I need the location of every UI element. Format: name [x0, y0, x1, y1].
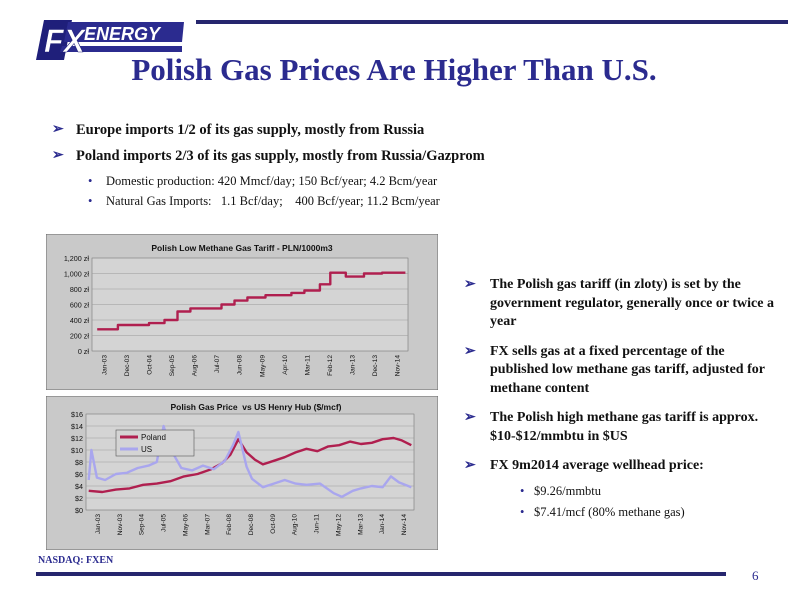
arrow-bullet-icon: ➢	[52, 122, 64, 137]
right-sub-bullet: • $9.26/mmbtu	[464, 482, 774, 503]
y-tick-label: 800 zł	[70, 285, 90, 294]
right-sub-bullet: • $7.41/mcf (80% methane gas)	[464, 503, 774, 524]
sub-bullet-text: Domestic production: 420 Mmcf/day; 150 B…	[106, 174, 438, 188]
x-tick-label: Aug-10	[292, 514, 299, 536]
x-tick-label: Mar-13	[357, 514, 364, 535]
x-tick-label: Oct-04	[146, 355, 153, 375]
sub-bullet: • Domestic production: 420 Mmcf/day; 150 …	[52, 172, 772, 192]
top-bullet-list: ➢ Europe imports 1/2 of its gas supply, m…	[52, 120, 772, 212]
legend-poland-label: Poland	[141, 433, 166, 442]
tariff-chart: Polish Low Methane Gas Tariff - PLN/1000…	[46, 234, 438, 390]
right-bullet: ➢ FX 9m2014 average wellhead price:	[464, 457, 774, 476]
x-tick-label: Mar-11	[304, 355, 311, 376]
right-bullet-text: FX 9m2014 average wellhead price:	[490, 458, 704, 473]
y-tick-label: $4	[75, 482, 83, 491]
y-tick-label: $16	[71, 410, 83, 419]
arrow-bullet-icon: ➢	[464, 458, 476, 473]
x-tick-label: Feb-08	[226, 514, 233, 535]
x-tick-label: Nov-03	[117, 514, 124, 536]
page-number: 6	[752, 568, 759, 583]
y-tick-label: $8	[75, 458, 83, 467]
x-tick-label: Jan-03	[101, 355, 108, 375]
x-tick-label: May-06	[182, 514, 189, 536]
page-title: Polish Gas Prices Are Higher Than U.S.	[131, 52, 657, 87]
x-tick-label: Jul-05	[161, 514, 168, 532]
top-bullet: ➢ Poland imports 2/3 of its gas supply, m…	[52, 146, 772, 172]
x-tick-label: Jul-07	[214, 355, 221, 373]
tariff-chart-title: Polish Low Methane Gas Tariff - PLN/1000…	[151, 243, 332, 253]
logo-word: ENERGY	[84, 24, 162, 44]
right-bullet: ➢ The Polish gas tariff (in zloty) is set…	[464, 276, 774, 332]
right-bullet: ➢ FX sells gas at a fixed percentage of t…	[464, 343, 774, 399]
y-tick-label: 400 zł	[70, 316, 90, 325]
y-tick-label: 200 zł	[70, 332, 90, 341]
top-bullet-text: Poland imports 2/3 of its gas supply, mo…	[76, 148, 485, 164]
x-tick-label: Nov-14	[401, 514, 408, 536]
x-tick-label: Aug-06	[192, 355, 199, 377]
price-comparison-chart: Polish Gas Price vs US Henry Hub ($/mcf)…	[46, 396, 438, 550]
series-line-tariff	[97, 271, 406, 331]
y-tick-label: $0	[75, 506, 83, 515]
y-tick-label: 1,000 zł	[64, 270, 90, 279]
arrow-bullet-icon: ➢	[52, 148, 64, 163]
x-tick-label: Nov-14	[395, 355, 402, 377]
y-tick-label: $14	[71, 422, 83, 431]
right-bullet: ➢ The Polish high methane gas tariff is a…	[464, 409, 774, 446]
series-line-poland	[88, 436, 412, 494]
x-tick-label: Jun-08	[237, 355, 244, 375]
legend-us-label: US	[141, 445, 152, 454]
x-tick-label: Oct-09	[270, 514, 277, 534]
right-bullet-text: The Polish high methane gas tariff is ap…	[490, 410, 759, 444]
right-bullet-text: FX sells gas at a fixed percentage of th…	[490, 343, 765, 396]
logo-mark: FX	[44, 23, 87, 59]
x-tick-label: Feb-12	[327, 355, 334, 376]
series-line-us	[87, 424, 412, 499]
arrow-bullet-icon: ➢	[464, 277, 476, 292]
y-tick-label: 1,200 zł	[64, 254, 90, 263]
x-tick-label: May-12	[335, 514, 342, 536]
y-tick-label: 0 zł	[78, 347, 90, 356]
y-tick-label: $10	[71, 446, 83, 455]
y-tick-label: $12	[71, 434, 83, 443]
x-tick-label: Jan-14	[379, 514, 386, 534]
top-rule	[196, 20, 788, 24]
x-tick-label: Apr-10	[282, 355, 289, 375]
dot-bullet-icon: •	[88, 174, 93, 188]
y-tick-label: $6	[75, 470, 83, 479]
comparison-chart-title: Polish Gas Price vs US Henry Hub ($/mcf)	[170, 402, 341, 412]
x-tick-label: May-09	[259, 355, 266, 377]
right-bullet-text: The Polish gas tariff (in zloty) is set …	[490, 277, 774, 329]
top-bullet: ➢ Europe imports 1/2 of its gas supply, m…	[52, 120, 772, 146]
fx-energy-logo: FX ENERGY	[36, 20, 184, 60]
arrow-bullet-icon: ➢	[464, 410, 476, 425]
comparison-legend: Poland US	[115, 429, 195, 457]
x-tick-label: Jan-03	[95, 514, 102, 534]
sub-bullet-text: Natural Gas Imports: 1.1 Bcf/day; 400 Bc…	[106, 194, 440, 208]
dot-bullet-icon: •	[520, 504, 525, 519]
sub-bullet: • Natural Gas Imports: 1.1 Bcf/day; 400 B…	[52, 192, 772, 212]
footer-ticker: NASDAQ: FXEN	[38, 555, 114, 566]
dot-bullet-icon: •	[88, 194, 93, 208]
x-tick-label: Jan-13	[350, 355, 357, 375]
right-sub-bullet-text: $7.41/mcf (80% methane gas)	[534, 504, 685, 519]
right-sub-bullet-text: $9.26/mmbtu	[534, 483, 602, 498]
x-tick-label: Mar-07	[204, 514, 211, 535]
x-tick-label: Jun-11	[314, 514, 321, 534]
x-tick-label: Dec-08	[248, 514, 255, 536]
x-tick-label: Dec-03	[124, 355, 131, 377]
dot-bullet-icon: •	[520, 483, 525, 498]
y-tick-label: 600 zł	[70, 301, 90, 310]
x-tick-label: Dec-13	[372, 355, 379, 377]
y-tick-label: $2	[75, 494, 83, 503]
x-tick-label: Sep-05	[169, 355, 176, 377]
arrow-bullet-icon: ➢	[464, 343, 476, 359]
right-bullet-list: ➢ The Polish gas tariff (in zloty) is set…	[464, 276, 774, 524]
x-tick-label: Sep-04	[139, 514, 146, 536]
bottom-rule	[36, 572, 726, 576]
top-bullet-text: Europe imports 1/2 of its gas supply, mo…	[76, 122, 425, 138]
